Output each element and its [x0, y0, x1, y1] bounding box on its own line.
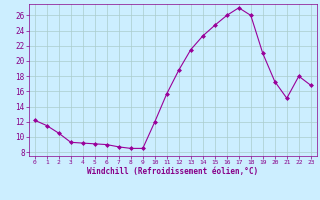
X-axis label: Windchill (Refroidissement éolien,°C): Windchill (Refroidissement éolien,°C) — [87, 167, 258, 176]
